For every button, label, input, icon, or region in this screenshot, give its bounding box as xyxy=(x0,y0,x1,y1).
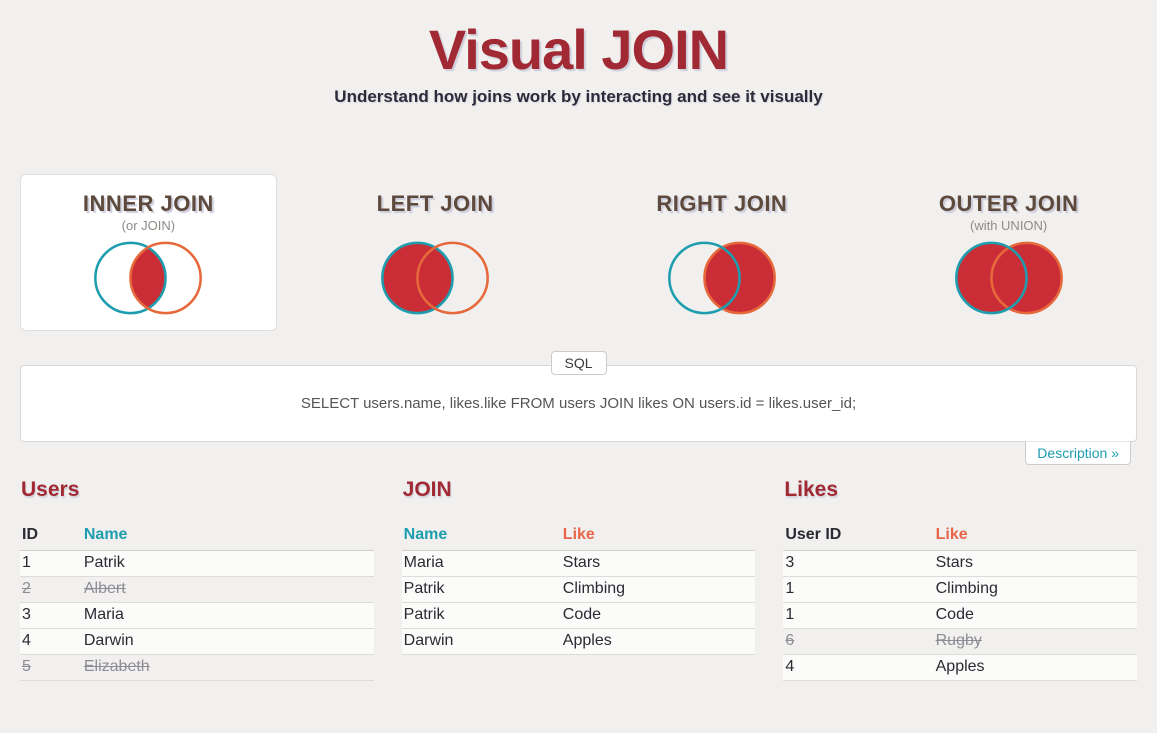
sql-query-text: SELECT users.name, likes.like FROM users… xyxy=(300,395,857,412)
description-button[interactable]: Description » xyxy=(1025,441,1131,465)
cell-name: Darwin xyxy=(81,628,374,655)
cell-name: Patrik xyxy=(401,576,561,603)
users-col-name: Name xyxy=(81,524,374,551)
join-card-right-sublabel xyxy=(595,218,850,239)
cell-like: Code xyxy=(560,602,756,629)
cell-like: Apples xyxy=(933,654,1137,681)
likes-col-like: Like xyxy=(933,524,1137,551)
cell-name: Patrik xyxy=(401,602,561,629)
cell-name: Maria xyxy=(401,550,561,577)
join-card-right-label: RIGHT JOIN xyxy=(656,191,788,216)
cell-like: Stars xyxy=(933,550,1137,577)
table-row: Patrik Climbing xyxy=(401,576,756,603)
page-subtitle: Understand how joins work by interacting… xyxy=(334,87,823,106)
cell-id: 1 xyxy=(20,550,82,577)
join-card-outer-label: OUTER JOIN xyxy=(938,191,1079,216)
table-row: 1 Patrik xyxy=(20,550,374,577)
join-card-left[interactable]: LEFT JOIN xyxy=(307,174,564,331)
cell-like: Apples xyxy=(560,628,756,655)
join-card-left-sublabel xyxy=(308,218,563,239)
cell-id: 5 xyxy=(20,654,82,681)
cell-user-id: 1 xyxy=(783,576,934,603)
sql-section: SQL SELECT users.name, likes.like FROM u… xyxy=(20,351,1137,465)
page-container: Visual JOIN Understand how joins work by… xyxy=(0,22,1157,681)
join-card-right[interactable]: RIGHT JOIN xyxy=(594,174,851,331)
join-table-title: JOIN xyxy=(402,478,452,501)
cell-name: Maria xyxy=(81,602,374,629)
likes-table-title: Likes xyxy=(784,478,839,501)
cell-name: Albert xyxy=(81,576,374,603)
cell-name: Patrik xyxy=(81,550,374,577)
page-header: Visual JOIN Understand how joins work by… xyxy=(20,22,1137,107)
venn-outer-join-icon xyxy=(954,241,1063,315)
cell-name: Elizabeth xyxy=(81,654,374,681)
table-row: 2 Albert xyxy=(20,576,374,603)
join-type-selector: INNER JOIN (or JOIN) LEFT JOIN RIGHT JOI… xyxy=(20,174,1137,331)
join-card-outer-sublabel: (with UNION) xyxy=(969,218,1048,233)
cell-id: 3 xyxy=(20,602,82,629)
join-card-outer[interactable]: OUTER JOIN (with UNION) xyxy=(880,174,1137,331)
venn-left-join-icon xyxy=(381,241,490,315)
table-row: Darwin Apples xyxy=(401,628,756,655)
sql-panel: SELECT users.name, likes.like FROM users… xyxy=(20,365,1137,442)
cell-user-id: 1 xyxy=(783,602,934,629)
table-row: 1 Climbing xyxy=(783,576,1137,603)
join-result-table: Name Like Maria Stars Patrik Climbing Pa… xyxy=(401,524,756,655)
likes-table-panel: Likes User ID Like 3 Stars 1 Climbing xyxy=(783,478,1137,681)
cell-name: Darwin xyxy=(401,628,561,655)
table-row: 4 Apples xyxy=(783,654,1137,681)
tables-section: Users ID Name 1 Patrik 2 Albert xyxy=(20,478,1137,681)
table-row: 5 Elizabeth xyxy=(20,654,374,681)
table-row: 3 Maria xyxy=(20,602,374,629)
join-table-panel: JOIN Name Like Maria Stars Patrik Climb xyxy=(401,478,756,681)
cell-user-id: 3 xyxy=(783,550,934,577)
join-col-like: Like xyxy=(560,524,756,551)
venn-right-join-icon xyxy=(667,241,776,315)
likes-table: User ID Like 3 Stars 1 Climbing 1 xyxy=(783,524,1137,681)
table-row: 1 Code xyxy=(783,602,1137,629)
cell-like: Code xyxy=(933,602,1137,629)
table-row: 6 Rugby xyxy=(783,628,1137,655)
table-row: 3 Stars xyxy=(783,550,1137,577)
sql-tab-label: SQL xyxy=(550,351,607,375)
users-table-title: Users xyxy=(21,478,80,501)
cell-id: 2 xyxy=(20,576,82,603)
venn-inner-join-icon xyxy=(94,241,203,315)
cell-like: Climbing xyxy=(933,576,1137,603)
users-table: ID Name 1 Patrik 2 Albert 3 Mari xyxy=(20,524,374,681)
cell-like: Rugby xyxy=(933,628,1137,655)
users-table-panel: Users ID Name 1 Patrik 2 Albert xyxy=(20,478,374,681)
join-card-inner[interactable]: INNER JOIN (or JOIN) xyxy=(20,174,277,331)
cell-user-id: 4 xyxy=(783,654,934,681)
likes-col-user-id: User ID xyxy=(783,524,934,551)
cell-like: Climbing xyxy=(560,576,756,603)
join-col-name: Name xyxy=(401,524,561,551)
cell-user-id: 6 xyxy=(783,628,934,655)
cell-like: Stars xyxy=(560,550,756,577)
table-row: Patrik Code xyxy=(401,602,756,629)
page-title: Visual JOIN xyxy=(428,18,729,81)
users-col-id: ID xyxy=(20,524,82,551)
table-row: 4 Darwin xyxy=(20,628,374,655)
join-card-inner-sublabel: (or JOIN) xyxy=(121,218,176,233)
cell-id: 4 xyxy=(20,628,82,655)
join-card-inner-label: INNER JOIN xyxy=(82,191,214,216)
join-card-left-label: LEFT JOIN xyxy=(376,191,494,216)
table-row: Maria Stars xyxy=(401,550,756,577)
